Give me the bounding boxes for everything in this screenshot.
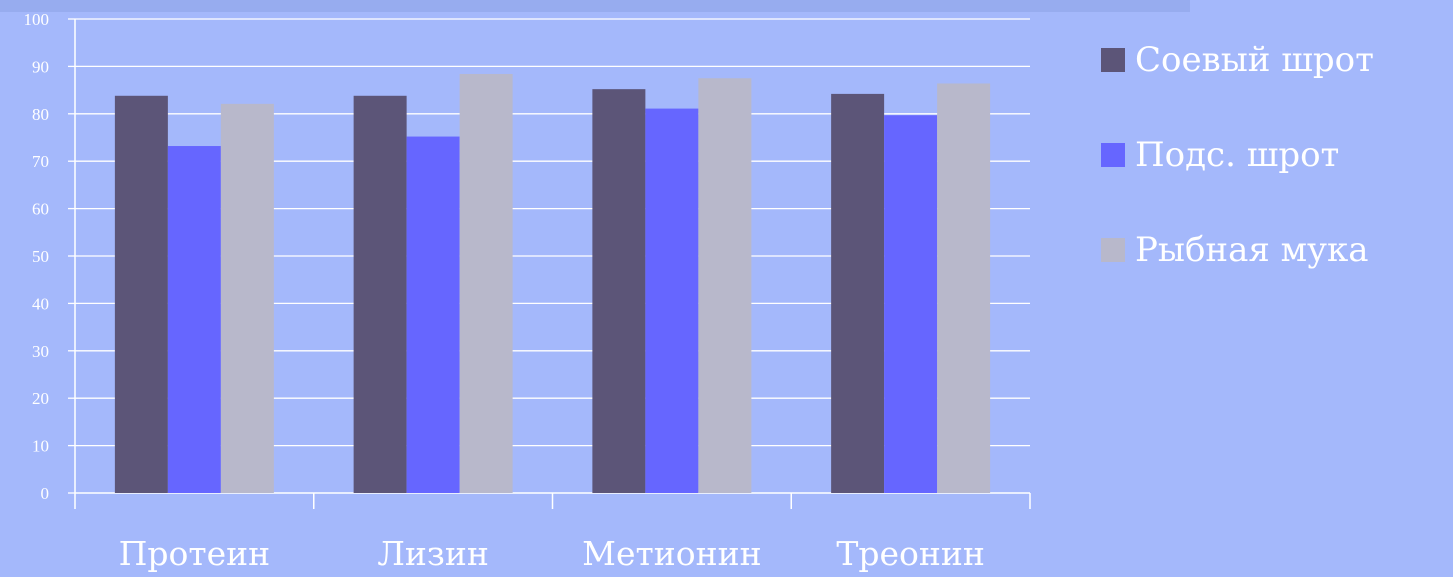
bar	[645, 108, 699, 493]
legend: Соевый шрот Подс. шрот Рыбная мука	[1101, 36, 1374, 321]
legend-swatch-soy	[1101, 48, 1125, 72]
legend-label-sunflower: Подс. шрот	[1135, 135, 1340, 175]
x-category-label: Треонин	[836, 534, 985, 573]
legend-label-soy: Соевый шрот	[1135, 40, 1374, 80]
header-band	[0, 0, 1190, 12]
bar	[114, 95, 168, 494]
bar	[592, 89, 646, 493]
y-tick-label: 100	[24, 10, 50, 29]
x-category-label: Протеин	[119, 534, 271, 573]
bar	[220, 103, 274, 493]
y-tick-label: 30	[32, 342, 49, 361]
y-tick-label: 70	[32, 152, 49, 171]
bar	[698, 78, 752, 493]
bar	[937, 83, 991, 494]
x-category-label: Лизин	[377, 534, 489, 573]
legend-label-fishmeal: Рыбная мука	[1135, 230, 1369, 270]
bar	[406, 136, 460, 493]
y-tick-label: 50	[32, 247, 49, 266]
legend-item-fishmeal: Рыбная мука	[1101, 226, 1374, 274]
y-tick-label: 10	[32, 437, 49, 456]
y-tick-label: 80	[32, 105, 49, 124]
bar	[459, 73, 513, 493]
bar	[167, 146, 221, 494]
bar	[831, 93, 885, 493]
y-tick-label: 60	[32, 200, 49, 219]
y-tick-label: 40	[32, 294, 49, 313]
y-tick-label: 0	[41, 484, 50, 503]
y-tick-label: 90	[32, 57, 49, 76]
x-category-label: Метионин	[582, 534, 761, 573]
legend-swatch-sunflower	[1101, 143, 1125, 167]
legend-swatch-fishmeal	[1101, 238, 1125, 262]
bar	[353, 95, 407, 494]
legend-item-sunflower: Подс. шрот	[1101, 131, 1374, 179]
legend-item-soy: Соевый шрот	[1101, 36, 1374, 84]
y-tick-label: 20	[32, 389, 49, 408]
bar	[884, 115, 938, 494]
